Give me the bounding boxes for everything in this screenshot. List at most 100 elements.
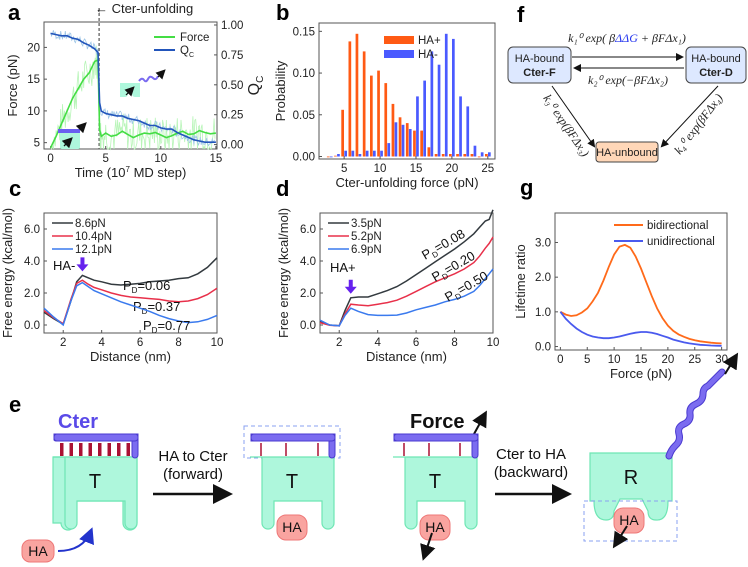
state-bound-disordered-line2: Cter-D	[699, 67, 733, 79]
pull-arrow-icon	[472, 410, 487, 435]
x-tick-label: 4	[98, 337, 105, 349]
x-tick-label: 5	[341, 163, 347, 175]
y-tick-label: 6.0	[300, 224, 316, 236]
rate-k2-label: k₂⁰ exp(−βFΔx₂)	[588, 73, 668, 87]
x-tick-label: 4	[374, 337, 381, 349]
y-axis-label: Force (pN)	[5, 54, 20, 116]
y-tick-label: 20	[27, 42, 40, 54]
energy-curve-5.2pN	[319, 236, 494, 327]
x-tick-label: 10	[608, 354, 621, 366]
y-axis-label: Probability	[273, 60, 288, 121]
x-axis-label: Cter-unfolding force (pN)	[335, 175, 478, 190]
y-tick-label: 10	[27, 106, 40, 118]
ha-molecule	[21, 539, 55, 563]
bar-ha-plus	[362, 51, 366, 157]
bar-ha-plus	[485, 154, 488, 157]
transition-arrow-icon	[76, 257, 89, 272]
y2-tick-label: 0.50	[221, 80, 243, 92]
cter-unfolding-annotation: ← Cter-unfolding	[95, 1, 193, 16]
plot-frame	[43, 212, 218, 334]
y-axis-label: Free energy (kcal/mol)	[276, 208, 291, 338]
force-line	[49, 58, 217, 149]
bar-ha-minus	[444, 33, 448, 157]
bar-ha-minus	[387, 143, 391, 157]
y-tick-label: 0.0	[300, 320, 316, 332]
x-axis-label: Time (107 MD step)	[75, 165, 187, 180]
transition-arrow-icon	[344, 279, 357, 294]
y-tick-label: 0.10	[293, 68, 315, 80]
bar-ha-plus	[427, 147, 431, 157]
t-state-label: T	[429, 471, 441, 493]
legend-label: 8.6pN	[75, 218, 106, 230]
legend-swatch-ha-minus	[384, 50, 414, 58]
rate-k1-label: k₁⁰ exp( βΔΔG + βFΔx₁)	[568, 31, 686, 45]
pull-arrow-icon	[612, 525, 629, 549]
lifetime-curve-bidirectional	[559, 243, 722, 345]
y-axis-label: Free energy (kcal/mol)	[0, 208, 15, 338]
x-tick-label: 8	[451, 337, 457, 349]
y-tick-label: 2.0	[535, 272, 551, 284]
x-tick-label: 15	[209, 153, 222, 165]
ha-label: HA	[282, 519, 302, 535]
bar-ha-plus	[377, 70, 380, 157]
x-tick-label: 30	[715, 354, 728, 366]
x-tick-label: 10	[154, 153, 167, 165]
panel-label-c: c	[9, 176, 21, 201]
legend-label-ha-plus: HA+	[418, 35, 441, 47]
ha-molecule	[613, 507, 645, 534]
x-tick-label: 15	[410, 163, 423, 175]
bar-ha-minus	[480, 152, 484, 157]
panel-label-f: f	[517, 2, 525, 27]
panel-c-chart: 2 4 6 8 10 0.0 2.0 4.0 6.0 Distance (nm) Free ener…	[0, 208, 223, 364]
bar-ha-plus	[370, 75, 373, 157]
panel-b-chart: 5 10 15 20 25 0.00 0.05 0.10 0.15 Cter-unfolding …	[273, 22, 496, 190]
state-bound-disordered-line1: HA-bound	[691, 53, 741, 65]
bar-ha-plus	[326, 156, 330, 158]
legend-label: 12.1pN	[75, 244, 112, 256]
x-tick-label: 10	[487, 337, 500, 349]
panel-label-a: a	[8, 0, 21, 25]
plot-frame	[319, 212, 494, 334]
y-tick-label: 6.0	[24, 224, 40, 236]
highlight-box	[583, 500, 678, 542]
y-tick-label: 15	[27, 74, 40, 86]
panel-label-g: g	[520, 175, 533, 200]
y-tick-label: 1.0	[535, 307, 551, 319]
bar-ha-minus	[430, 51, 434, 157]
legend-label-unidirectional: unidirectional	[647, 236, 715, 248]
y-tick-label: 0.0	[24, 320, 40, 332]
y-tick-label: 3.0	[535, 237, 551, 249]
panel-label-d: d	[276, 176, 289, 201]
bar-ha-plus	[420, 130, 423, 157]
ha-molecule	[419, 514, 451, 541]
t-state-label: T	[89, 471, 101, 493]
arrow-k4	[660, 85, 719, 148]
kinetic-scheme: HA-bound Cter-F HA-bound Cter-D HA-unbou…	[507, 31, 747, 163]
bar-ha-minus	[452, 38, 455, 157]
x-tick-label: 6	[137, 337, 143, 349]
mechanism-scheme: Cter T HA HA to Cter (forward) T HA	[21, 352, 739, 563]
contact-bond	[107, 443, 111, 456]
state-box-bound-folded	[507, 46, 572, 84]
cter-helix	[53, 433, 139, 442]
y-tick-label: 4.0	[300, 256, 316, 268]
force-label: Force	[410, 411, 464, 433]
x-tick-label: 8	[175, 337, 181, 349]
bar-ha-minus	[373, 150, 376, 157]
y2-tick-label: 0.00	[221, 140, 243, 152]
bar-ha-plus	[477, 156, 481, 158]
bar-ha-minus	[488, 152, 491, 157]
cter-helix	[393, 433, 479, 442]
step1-label-line2: (forward)	[163, 466, 223, 483]
legend-label: 6.9pN	[351, 244, 382, 256]
cter-helix	[250, 433, 336, 442]
t-state-label: T	[286, 471, 298, 493]
panel-label-b: b	[276, 0, 289, 25]
bar-ha-minus	[344, 150, 347, 157]
stage-3-t-state-force: Force T HA	[393, 410, 487, 561]
y-tick-label: 0.0	[535, 342, 551, 354]
panel-d-chart: 2 4 6 8 10 0.0 2.0 4.0 6.0 Distance (nm) Free ener…	[276, 208, 499, 364]
plot-frame	[554, 212, 728, 351]
y2-tick-label: 1.00	[221, 20, 243, 32]
contact-bond	[117, 443, 121, 456]
